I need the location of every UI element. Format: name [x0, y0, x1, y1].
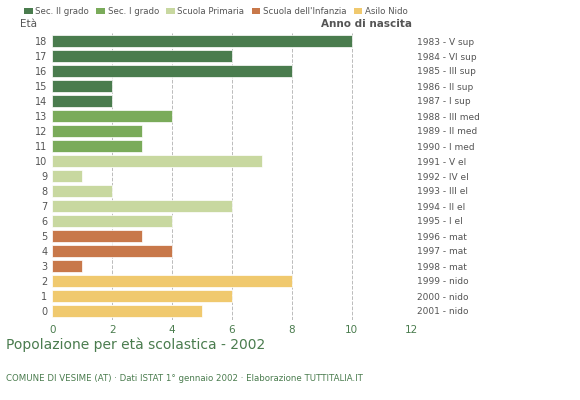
Bar: [52, 170, 82, 182]
Bar: [52, 95, 112, 107]
Bar: [52, 125, 142, 137]
Bar: [52, 35, 352, 47]
Bar: [52, 230, 142, 242]
Bar: [52, 110, 172, 122]
Text: COMUNE DI VESIME (AT) · Dati ISTAT 1° gennaio 2002 · Elaborazione TUTTITALIA.IT: COMUNE DI VESIME (AT) · Dati ISTAT 1° ge…: [6, 374, 362, 383]
Bar: [52, 260, 82, 272]
Bar: [52, 200, 232, 212]
Bar: [52, 80, 112, 92]
Bar: [52, 65, 292, 77]
Text: Popolazione per età scolastica - 2002: Popolazione per età scolastica - 2002: [6, 338, 265, 352]
Bar: [52, 155, 262, 167]
Bar: [52, 140, 142, 152]
Text: Anno di nascita: Anno di nascita: [321, 19, 412, 29]
Bar: [52, 290, 232, 302]
Bar: [52, 275, 292, 287]
Text: Età: Età: [20, 19, 37, 29]
Bar: [52, 215, 172, 227]
Legend: Sec. II grado, Sec. I grado, Scuola Primaria, Scuola dell'Infanzia, Asilo Nido: Sec. II grado, Sec. I grado, Scuola Prim…: [24, 7, 408, 16]
Bar: [52, 245, 172, 257]
Bar: [52, 305, 202, 317]
Bar: [52, 185, 112, 197]
Bar: [52, 50, 232, 62]
